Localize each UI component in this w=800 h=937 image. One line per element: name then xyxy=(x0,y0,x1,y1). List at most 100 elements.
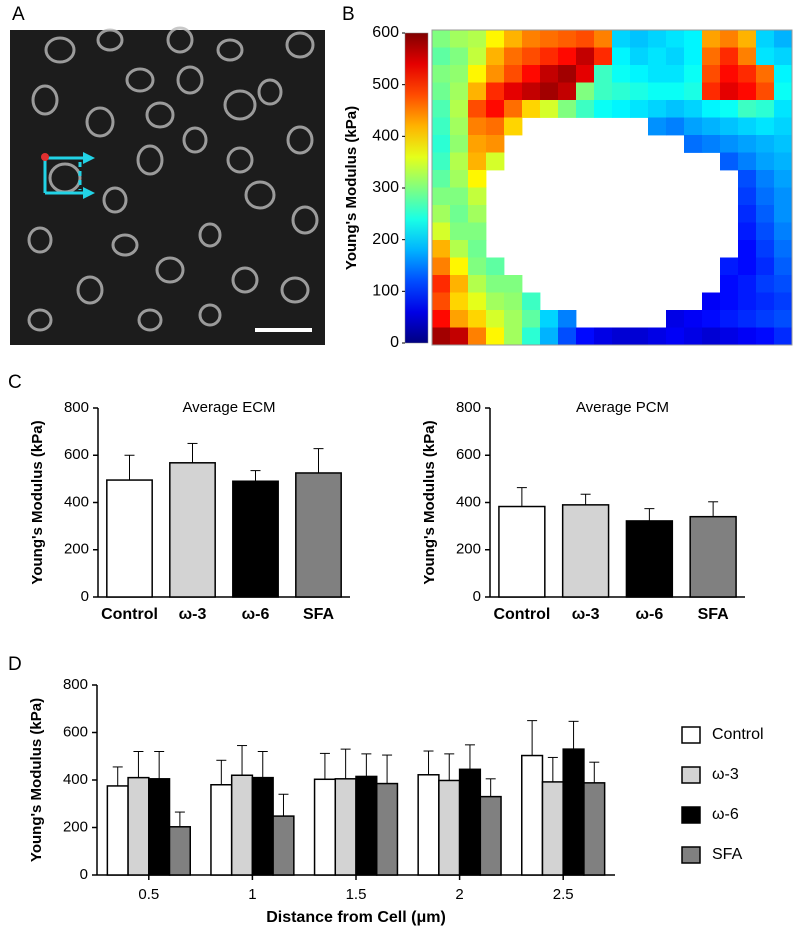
heatmap-cell xyxy=(756,65,775,83)
heatmap-cell xyxy=(504,47,523,66)
heatmap-cell xyxy=(432,117,451,136)
heatmap-cell xyxy=(486,310,505,328)
heatmap-cell xyxy=(720,47,739,66)
x-tick-label: Control xyxy=(101,606,158,623)
heatmap-cell xyxy=(450,292,469,311)
x-tick-label: 1 xyxy=(248,886,256,903)
bar xyxy=(210,784,233,876)
heatmap-cell xyxy=(720,65,739,83)
y-axis-label: Young's Modulus (kPa) xyxy=(28,698,45,862)
heatmap-cell xyxy=(720,82,739,101)
heatmap-cell xyxy=(468,65,487,83)
heatmap-cell xyxy=(612,30,631,48)
colorbar-tick-label: 300 xyxy=(372,179,399,196)
heatmap-cell xyxy=(756,240,775,258)
heatmap-cell xyxy=(666,117,685,136)
heatmap-cell xyxy=(630,47,649,66)
chart-title: Average ECM xyxy=(182,399,275,416)
heatmap-cell xyxy=(558,65,577,83)
heatmap-cell xyxy=(756,275,775,293)
heatmap-cell xyxy=(612,82,631,101)
heatmap-cell xyxy=(666,327,685,346)
heatmap-cell xyxy=(486,292,505,311)
heatmap-cell xyxy=(432,82,451,101)
heatmap-cell xyxy=(576,47,595,66)
bar xyxy=(438,779,461,876)
heatmap-cell xyxy=(630,100,649,118)
heatmap-cell xyxy=(684,135,703,153)
heatmap-cell xyxy=(468,100,487,118)
x-tick-label: ω-6 xyxy=(242,606,270,623)
y-tick-label: 200 xyxy=(64,541,89,558)
heatmap-cell xyxy=(720,292,739,311)
heatmap-cell xyxy=(666,30,685,48)
y-tick-label: 400 xyxy=(63,771,88,788)
heatmap-cell xyxy=(774,30,793,48)
heatmap-cell xyxy=(522,292,541,311)
heatmap-cell xyxy=(450,100,469,118)
heatmap-cell xyxy=(486,65,505,83)
heatmap-cell xyxy=(468,152,487,171)
heatmap-cell xyxy=(594,327,613,346)
heatmap-cell xyxy=(432,222,451,241)
heatmap-cell xyxy=(666,47,685,66)
heatmap-cell xyxy=(468,240,487,258)
heatmap-cell xyxy=(720,30,739,48)
heatmap-cell xyxy=(738,327,757,346)
heatmap-cell xyxy=(558,47,577,66)
bar xyxy=(106,479,153,598)
heatmap-cell xyxy=(756,205,775,223)
heatmap-cell xyxy=(774,47,793,66)
bar xyxy=(169,462,216,598)
heatmap-cell xyxy=(522,30,541,48)
heatmap-cell xyxy=(468,30,487,48)
heatmap-cell xyxy=(486,100,505,118)
heatmap-cell xyxy=(774,117,793,136)
heatmap-cell xyxy=(558,30,577,48)
heatmap-cell xyxy=(450,310,469,328)
bar xyxy=(625,520,674,598)
heatmap-cell xyxy=(450,187,469,206)
bar xyxy=(417,774,440,876)
heatmap-cell xyxy=(450,152,469,171)
heatmap-cell xyxy=(432,275,451,293)
heatmap-cell xyxy=(774,135,793,153)
heatmap-cell xyxy=(666,65,685,83)
heatmap-cell xyxy=(594,65,613,83)
heatmap-cell xyxy=(702,117,721,136)
heatmap-cell xyxy=(540,310,559,328)
micrograph-background xyxy=(10,30,325,345)
heatmap-cell xyxy=(450,30,469,48)
heatmap-cell xyxy=(432,100,451,118)
heatmap-cell xyxy=(468,310,487,328)
heatmap-cell xyxy=(738,257,757,276)
heatmap-cell xyxy=(486,327,505,346)
heatmap-cell xyxy=(558,310,577,328)
heatmap-frame xyxy=(431,29,793,346)
x-tick-label: 0.5 xyxy=(138,886,159,903)
bar xyxy=(541,781,564,876)
heatmap-cell xyxy=(774,240,793,258)
x-tick-label: SFA xyxy=(303,606,335,623)
y-tick-label: 400 xyxy=(456,493,481,510)
chart-title: Average PCM xyxy=(576,399,669,416)
heatmap-cell xyxy=(558,100,577,118)
heatmap-cell xyxy=(720,100,739,118)
heatmap-cell xyxy=(612,327,631,346)
heatmap-cell xyxy=(738,65,757,83)
heatmap-cell xyxy=(648,47,667,66)
heatmap-cell xyxy=(504,117,523,136)
legend-swatch xyxy=(681,766,701,784)
heatmap-cell xyxy=(468,205,487,223)
heatmap-cell xyxy=(666,100,685,118)
heatmap-cell xyxy=(504,65,523,83)
bar xyxy=(583,782,606,876)
heatmap-cell xyxy=(702,47,721,66)
heatmap-cell xyxy=(540,47,559,66)
heatmap-cell xyxy=(756,170,775,188)
heatmap-cell xyxy=(486,47,505,66)
x-tick-label: ω-3 xyxy=(572,606,600,623)
heatmap-cell xyxy=(738,275,757,293)
y-tick-label: 600 xyxy=(63,723,88,740)
